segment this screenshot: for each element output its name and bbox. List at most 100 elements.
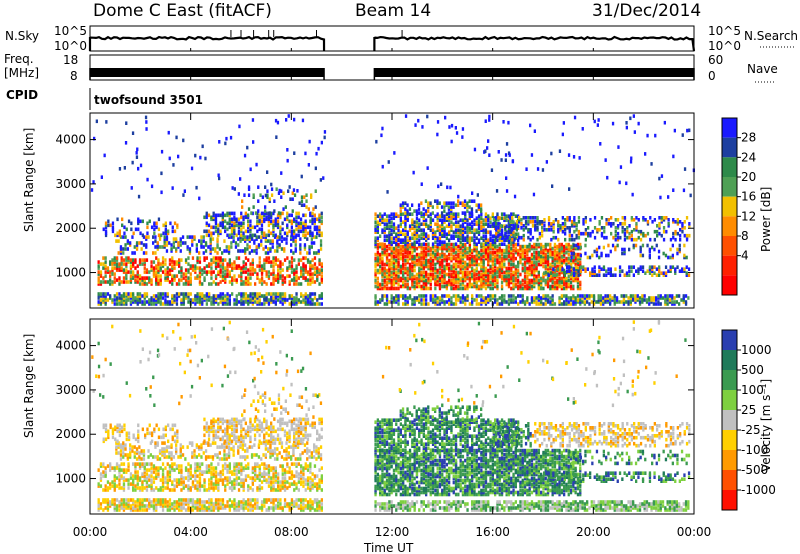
heatmap-cell (672, 220, 675, 224)
heatmap-cell (203, 258, 206, 262)
heatmap-cell (452, 262, 455, 267)
heatmap-cell (155, 280, 158, 284)
heatmap-cell (454, 258, 458, 263)
heatmap-cell (540, 282, 543, 287)
heatmap-cell (512, 284, 515, 289)
heatmap-cell (427, 234, 430, 238)
heatmap-cell (489, 236, 492, 240)
heatmap-cell (662, 251, 665, 256)
heatmap-cell (482, 238, 485, 242)
heatmap-cell (306, 225, 310, 230)
heatmap-cell (392, 250, 396, 255)
heatmap-cell (512, 294, 515, 298)
heatmap-cell (542, 274, 545, 279)
heatmap-cell (584, 251, 587, 256)
heatmap-cell (182, 272, 185, 276)
heatmap-cell (408, 264, 412, 269)
heatmap-cell (191, 264, 195, 268)
heatmap-cell (500, 224, 504, 228)
heatmap-cell (109, 260, 112, 264)
heatmap-cell (207, 245, 210, 249)
heatmap-cell (167, 231, 170, 236)
heatmap-cell (276, 235, 279, 239)
heatmap-cell (141, 233, 144, 238)
heatmap-cell (565, 256, 568, 261)
heatmap-cell (415, 230, 419, 234)
heatmap-cell (438, 276, 442, 281)
heatmap-cell (411, 284, 414, 289)
heatmap-cell (685, 271, 688, 275)
heatmap-cell (292, 239, 295, 243)
heatmap-cell (406, 284, 409, 289)
heatmap-cell (309, 219, 312, 224)
heatmap-cell (609, 273, 612, 277)
heatmap-cell (376, 246, 379, 251)
heatmap-cell (212, 211, 215, 216)
heatmap-cell (657, 249, 661, 254)
heatmap-cell (667, 218, 670, 222)
heatmap-cell (471, 294, 474, 298)
heatmap-cell (171, 294, 174, 298)
heatmap-cell (575, 222, 578, 226)
heatmap-cell (597, 300, 600, 304)
heatmap-cell (260, 270, 264, 274)
heatmap-cell (233, 229, 236, 234)
heatmap-cell (127, 294, 130, 298)
heatmap-cell (459, 236, 462, 240)
heatmap-cell (184, 272, 188, 276)
heatmap-cell (397, 236, 400, 240)
heatmap-cell (450, 300, 453, 304)
heatmap-cell (665, 229, 668, 234)
heatmap-cell (480, 276, 483, 281)
heatmap-cell (482, 258, 485, 263)
heatmap-cell (517, 242, 520, 246)
heatmap-cell (655, 298, 658, 302)
heatmap-cell (510, 242, 513, 247)
heatmap-cell (567, 302, 570, 306)
heatmap-cell (547, 218, 551, 222)
heatmap-cell (318, 260, 321, 264)
heatmap-cell (438, 214, 442, 218)
heatmap-cell (605, 273, 608, 277)
heatmap-cell (655, 302, 658, 306)
heatmap-cell (441, 218, 444, 222)
heatmap-cell (235, 298, 238, 302)
heatmap-cell (577, 235, 581, 240)
heatmap-cell (542, 250, 545, 255)
heatmap-cell (137, 217, 140, 222)
heatmap-cell (187, 280, 190, 284)
heatmap-cell (279, 300, 282, 304)
heatmap-cell (441, 226, 444, 230)
heatmap-cell (560, 246, 563, 251)
heatmap-cell (489, 250, 492, 255)
heatmap-cell (256, 296, 259, 300)
heatmap-cell (385, 294, 389, 298)
heatmap-cell (468, 199, 471, 203)
heatmap-cell (175, 239, 178, 243)
heatmap-cell (592, 298, 596, 302)
heatmap-cell (176, 223, 179, 228)
heatmap-cell (457, 224, 460, 228)
heatmap-cell (550, 237, 553, 242)
heatmap-cell (420, 270, 423, 275)
heatmap-cell (512, 254, 515, 259)
heatmap-cell (445, 203, 448, 207)
heatmap-cell (202, 245, 205, 249)
heatmap-cell (436, 296, 439, 300)
heatmap-cell (316, 266, 319, 270)
heatmap-cell (404, 218, 407, 222)
heatmap-cell (315, 235, 318, 239)
heatmap-cell (475, 209, 478, 213)
heatmap-cell (523, 266, 527, 271)
heatmap-cell (406, 248, 409, 253)
heatmap-cell (265, 274, 268, 278)
heatmap-cell (244, 247, 247, 251)
heatmap-cell (422, 266, 425, 271)
heatmap-cell (205, 233, 208, 238)
heatmap-cell (565, 278, 568, 283)
heatmap-cell (511, 216, 514, 220)
heatmap-cell (669, 267, 672, 271)
heatmap-cell (122, 268, 126, 272)
heatmap-cell (635, 224, 638, 228)
heatmap-cell (507, 254, 511, 259)
